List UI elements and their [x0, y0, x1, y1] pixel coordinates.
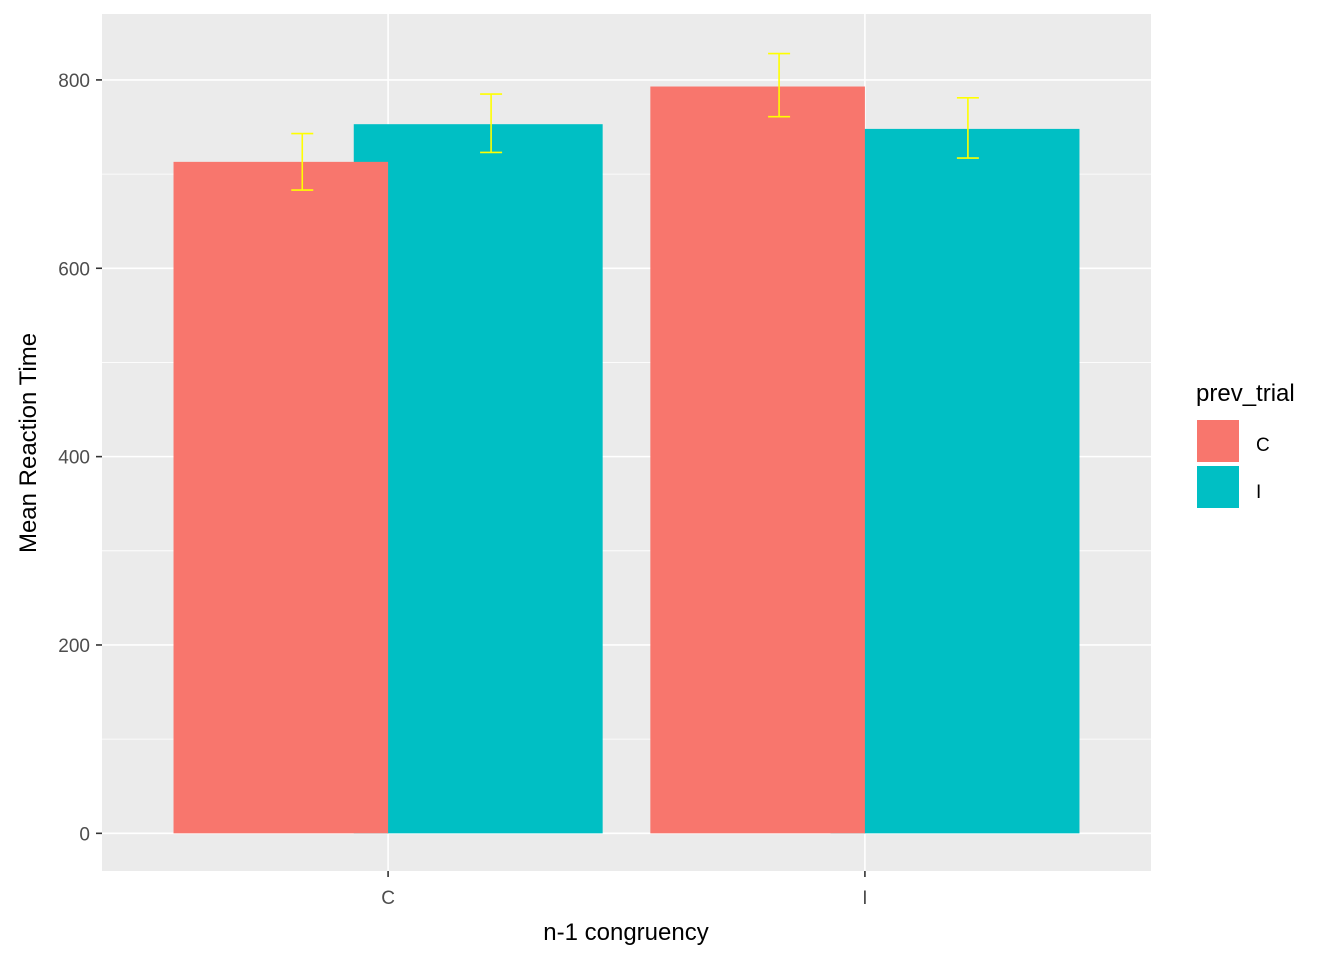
legend-key-c — [1197, 420, 1239, 462]
y-tick-label: 800 — [58, 71, 90, 92]
error-bar-c-i — [480, 93, 503, 154]
x-axis-title: n-1 congruency — [543, 919, 708, 946]
y-tick-label: 200 — [58, 636, 90, 657]
bar-i-c — [650, 86, 865, 834]
legend-title: prev_trial — [1196, 380, 1295, 407]
legend: prev_trial C I — [1196, 380, 1295, 508]
legend-key-i — [1197, 466, 1239, 508]
legend-label-i: I — [1256, 482, 1261, 503]
error-bar-i-i — [956, 97, 979, 159]
bar-i-i — [830, 128, 1080, 834]
bar-c-c — [173, 161, 389, 834]
bar-c-i — [353, 124, 603, 834]
y-tick-label: 400 — [58, 448, 90, 469]
x-tick-label: I — [862, 888, 867, 909]
y-tick-label: 600 — [58, 259, 90, 280]
x-tick-label: C — [381, 888, 395, 909]
error-bar-i-c — [768, 52, 791, 118]
bars-group — [173, 86, 1080, 834]
y-tick-label: 0 — [79, 824, 90, 845]
y-axis-title: Mean Reaction Time — [15, 333, 42, 553]
legend-label-c: C — [1256, 435, 1270, 456]
y-axis-ticks: 0 200 400 600 800 — [58, 71, 102, 845]
error-bars-group — [291, 52, 979, 191]
error-bar-c-c — [291, 132, 314, 191]
